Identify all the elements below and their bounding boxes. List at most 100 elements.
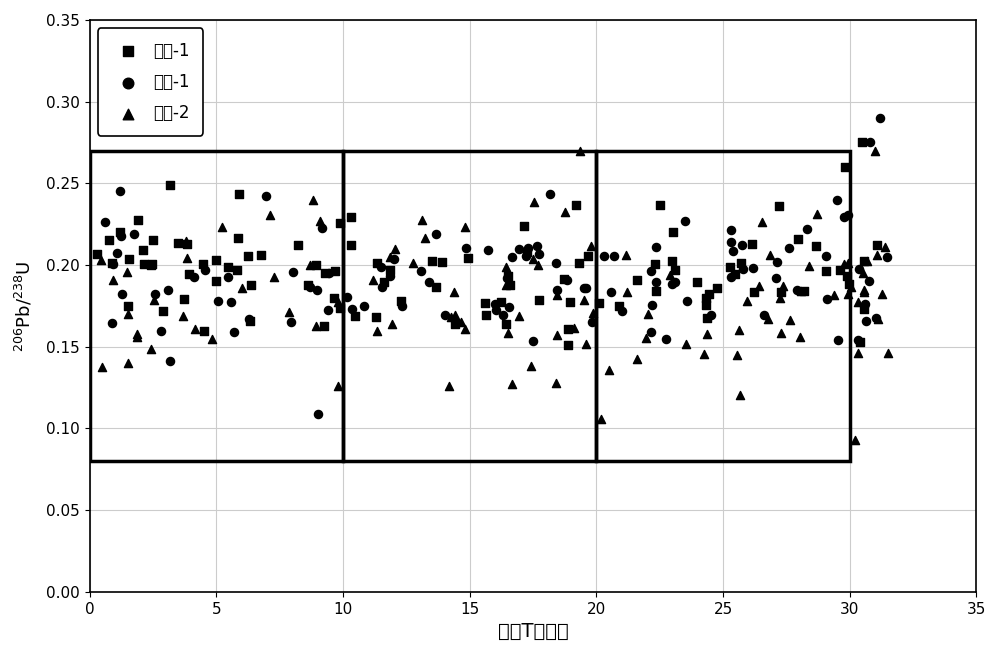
- 标样-2: [772, 293, 788, 303]
- 样品-1: [862, 137, 878, 147]
- 标样-2: [847, 435, 863, 445]
- 标样-2: [619, 287, 635, 297]
- 样品-1: [858, 316, 874, 327]
- 标样-1: [208, 276, 224, 286]
- 标样-2: [504, 379, 520, 389]
- 标样-1: [689, 277, 705, 288]
- 标样-2: [739, 295, 755, 306]
- 样品-1: [851, 263, 867, 274]
- X-axis label: 时间T（秒）: 时间T（秒）: [498, 622, 568, 641]
- 标样-1: [709, 283, 725, 293]
- 标样-2: [869, 250, 885, 260]
- 标样-2: [762, 250, 778, 261]
- 标样-1: [818, 265, 834, 276]
- 标样-2: [262, 210, 278, 220]
- 标样-1: [699, 312, 715, 323]
- 样品-1: [677, 216, 693, 227]
- 标样-2: [330, 297, 346, 307]
- 样品-1: [735, 263, 751, 274]
- 标样-1: [665, 226, 681, 236]
- 标样-1: [162, 179, 178, 190]
- 样品-1: [868, 313, 884, 324]
- 样品-1: [258, 191, 274, 201]
- 样品-1: [559, 275, 575, 286]
- 标样-1: [181, 269, 197, 280]
- 标样-2: [234, 283, 250, 293]
- 标样-1: [498, 318, 514, 329]
- 标样-2: [874, 288, 890, 299]
- 标样-1: [477, 297, 493, 308]
- 标样-1: [393, 296, 409, 307]
- 样品-1: [394, 301, 410, 311]
- 标样-1: [701, 288, 717, 299]
- 标样-1: [179, 238, 195, 249]
- 标样-1: [580, 251, 596, 261]
- 标样-1: [130, 215, 146, 225]
- 标样-2: [443, 311, 459, 322]
- 样品-1: [830, 335, 846, 345]
- 样品-1: [836, 212, 852, 222]
- 标样-2: [775, 281, 791, 291]
- 样品-1: [548, 258, 564, 269]
- 标样-2: [525, 253, 541, 264]
- 标样-1: [316, 320, 332, 331]
- 标样-2: [576, 295, 592, 306]
- 样品-1: [861, 276, 877, 286]
- 标样-1: [722, 261, 738, 272]
- Y-axis label: $^{206}$Pb/$^{238}$U: $^{206}$Pb/$^{238}$U: [14, 260, 35, 352]
- 标样-1: [170, 238, 186, 249]
- 标样-1: [230, 233, 246, 244]
- 标样-2: [302, 259, 318, 270]
- 标样-2: [204, 334, 220, 345]
- 标样-2: [500, 328, 516, 338]
- 标样-2: [826, 290, 842, 301]
- 标样-1: [519, 247, 535, 257]
- 标样-2: [387, 244, 403, 254]
- 标样-2: [549, 329, 565, 340]
- 标样-2: [120, 309, 136, 319]
- 标样-1: [144, 259, 160, 269]
- 标样-2: [699, 329, 715, 339]
- 标样-1: [242, 316, 258, 326]
- 样品-1: [437, 310, 453, 320]
- 标样-2: [446, 287, 462, 297]
- 标样-1: [664, 255, 680, 266]
- 标样-1: [89, 249, 105, 259]
- 标样-2: [840, 258, 856, 269]
- 样品-1: [789, 285, 805, 295]
- 样品-1: [857, 299, 873, 310]
- 样品-1: [769, 257, 785, 268]
- 标样-2: [498, 261, 514, 272]
- 标样-1: [652, 200, 668, 210]
- 标样-2: [856, 285, 872, 295]
- 标样-2: [578, 339, 594, 350]
- 标样-2: [850, 297, 866, 307]
- 标样-2: [732, 390, 748, 400]
- 标样-2: [638, 333, 654, 343]
- 样品-1: [529, 241, 545, 252]
- 标样-1: [869, 240, 885, 250]
- 标样-1: [746, 287, 762, 297]
- 样品-1: [386, 253, 402, 264]
- 标样-2: [792, 331, 808, 342]
- 样品-1: [520, 243, 536, 253]
- 标样-1: [832, 265, 848, 275]
- 样品-1: [97, 217, 113, 228]
- 标样-1: [231, 189, 247, 200]
- 标样-1: [531, 295, 547, 305]
- 样品-1: [648, 242, 664, 252]
- 标样-1: [136, 259, 152, 269]
- 标样-2: [105, 275, 121, 286]
- 样品-1: [819, 294, 835, 305]
- 标样-2: [214, 222, 230, 233]
- 标样-2: [129, 328, 145, 339]
- 标样-2: [120, 358, 136, 368]
- 标样-1: [243, 280, 259, 291]
- 标样-2: [572, 145, 588, 156]
- 标样-1: [856, 303, 872, 314]
- 样品-1: [799, 224, 815, 234]
- 标样-1: [290, 240, 306, 250]
- 样品-1: [667, 276, 683, 287]
- 标样-2: [618, 250, 634, 260]
- 样品-1: [314, 223, 330, 233]
